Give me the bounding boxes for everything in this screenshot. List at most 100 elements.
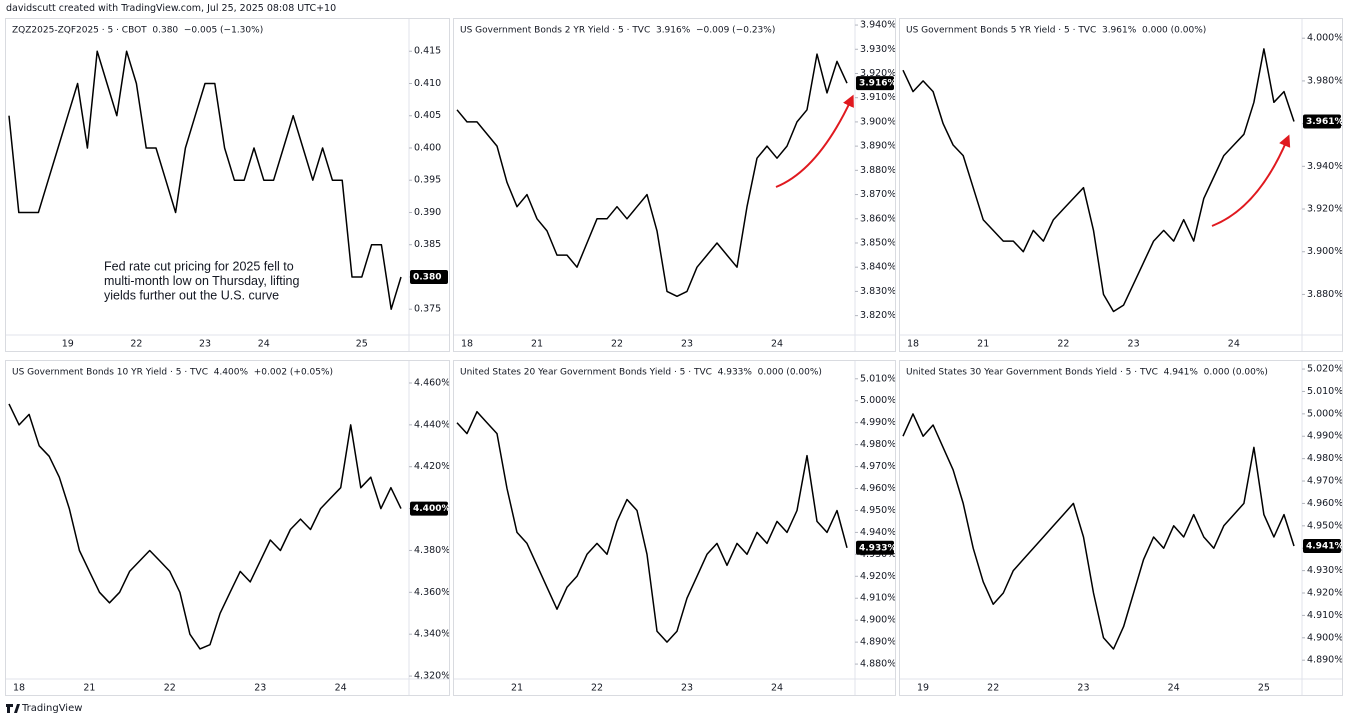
y-tick-label: 0.390 (414, 207, 441, 218)
x-tick-label: 23 (199, 339, 211, 350)
price-line (902, 48, 1295, 313)
y-tick-label: 5.000% (1307, 408, 1342, 419)
x-tick-label: 24 (1228, 339, 1240, 350)
price-line (902, 413, 1295, 650)
y-tick-label: 4.970% (1307, 476, 1342, 487)
x-tick-label: 22 (130, 339, 142, 350)
last-price-label: 4.941% (1306, 541, 1342, 551)
y-tick-label: 4.880% (860, 659, 895, 670)
y-tick-label: 3.870% (860, 189, 895, 200)
last-price-label: 3.916% (859, 79, 895, 89)
y-tick-label: 4.950% (1307, 520, 1342, 531)
panel: 0.375 0.380 0.385 0.390 0.395 0.400 0.405 0.410… (5, 18, 450, 352)
y-tick-label: 3.920% (860, 68, 895, 79)
y-tick-label: 4.970% (860, 461, 895, 472)
y-tick-label: 4.320% (414, 671, 449, 682)
y-tick-label: 4.990% (860, 417, 895, 428)
y-tick-label: 4.960% (860, 483, 895, 494)
last-price-box (1303, 114, 1341, 129)
x-tick-label: 18 (461, 339, 473, 350)
x-tick-label: 22 (987, 683, 999, 694)
y-tick-label: 3.880% (1307, 289, 1342, 300)
x-tick-label: 21 (531, 339, 543, 350)
y-tick-label: 4.980% (860, 439, 895, 450)
y-tick-label: 0.395 (414, 175, 441, 186)
x-tick-label: 21 (977, 339, 989, 350)
y-tick-label: 3.940% (860, 20, 895, 31)
y-tick-label: 4.910% (860, 593, 895, 604)
y-tick-label: 3.840% (860, 262, 895, 273)
panel: 3.880%3.900%3.920%3.940%3.960%3.980%4.00… (899, 18, 1343, 352)
last-price-label: 4.933% (859, 543, 895, 553)
y-tick-label: 3.900% (860, 116, 895, 127)
panel: 4.320% 4.340% 4.360% 4.380% 4.400% 4.420% 4.44… (5, 360, 450, 696)
y-tick-label: 4.890% (860, 637, 895, 648)
x-tick-label: 22 (591, 683, 603, 694)
y-tick-label: 4.420% (414, 461, 449, 472)
y-tick-label: 4.360% (414, 587, 449, 598)
y-tick-label: 4.910% (1307, 610, 1342, 621)
y-tick-label: 4.900% (860, 615, 895, 626)
chart: 3.880%3.900%3.920%3.940%3.960%3.980%4.00… (900, 19, 1342, 351)
y-tick-label: 4.890% (1307, 655, 1342, 666)
y-tick-label: 0.415 (414, 46, 441, 57)
x-tick-label: 21 (511, 683, 523, 694)
y-tick-label: 4.440% (414, 419, 449, 430)
y-tick-label: 0.375 (414, 304, 441, 315)
title-bg (6, 21, 407, 37)
panel: 4.890%4.900%4.910%4.920%4.930%4.940%4.95… (899, 360, 1343, 696)
title-bg (454, 363, 853, 379)
y-tick-label: 4.960% (1307, 498, 1342, 509)
y-tick-label: 4.460% (414, 377, 449, 388)
title-bg (900, 21, 1300, 37)
y-tick-label: 4.940% (860, 527, 895, 538)
panel: 4.880%4.890%4.900%4.910%4.920%4.930%4.94… (453, 360, 896, 696)
x-tick-label: 21 (83, 683, 95, 694)
y-tick-label: 3.830% (860, 286, 895, 297)
chart-title: United States 20 Year Government Bonds Y… (460, 368, 822, 378)
chart-title: US Government Bonds 2 YR Yield · 5 · TVC… (460, 26, 775, 36)
x-tick-label: 23 (1128, 339, 1140, 350)
x-tick-label: 18 (907, 339, 919, 350)
last-price-label: 3.961% (1306, 117, 1342, 127)
last-price-box (410, 501, 448, 516)
title-bg (900, 363, 1300, 379)
chart: 0.375 0.380 0.385 0.390 0.395 0.400 0.405 0.410… (6, 19, 449, 351)
annotation: Fed rate cut pricing for 2025 fell to (104, 259, 294, 273)
y-tick-label: 3.900% (1307, 246, 1342, 257)
y-tick-label: 4.900% (1307, 632, 1342, 643)
y-tick-label: 4.380% (414, 545, 449, 556)
last-price-box (1303, 538, 1341, 553)
logo (6, 704, 20, 713)
price-line (456, 410, 848, 643)
y-tick-label: 4.930% (1307, 565, 1342, 576)
x-tick-label: 23 (254, 683, 266, 694)
x-tick-label: 24 (771, 339, 783, 350)
y-tick-label: 4.950% (860, 505, 895, 516)
chart: 4.880%4.890%4.900%4.910%4.920%4.930%4.94… (454, 361, 895, 695)
title-bg (454, 21, 853, 37)
x-tick-label: 23 (681, 339, 693, 350)
last-price-box (410, 269, 448, 284)
title-bg (6, 363, 407, 379)
x-tick-label: 22 (611, 339, 623, 350)
price-line (456, 53, 848, 298)
y-tick-label: 4.920% (1307, 588, 1342, 599)
chart: 4.890%4.900%4.910%4.920%4.930%4.940%4.95… (900, 361, 1342, 695)
y-tick-label: 4.340% (414, 629, 449, 640)
y-tick-label: 3.820% (860, 310, 895, 321)
last-price-label: 0.380 (413, 272, 441, 282)
y-tick-label: 3.980% (1307, 75, 1342, 86)
price-line (8, 50, 402, 310)
chart: 3.820% 3.830% 3.840% 3.850% 3.860% 3.870% 3.88… (454, 19, 895, 351)
y-tick-label: 5.000% (860, 395, 895, 406)
annotation: yields further out the U.S. curve (104, 288, 279, 302)
y-tick-label: 3.850% (860, 237, 895, 248)
y-tick-label: 3.920% (1307, 204, 1342, 215)
last-price-box (856, 540, 894, 555)
y-tick-label: 4.980% (1307, 453, 1342, 464)
last-price-box (856, 76, 894, 91)
y-tick-label: 4.000% (1307, 33, 1342, 44)
x-tick-label: 19 (62, 339, 74, 350)
y-tick-label: 4.920% (860, 571, 895, 582)
